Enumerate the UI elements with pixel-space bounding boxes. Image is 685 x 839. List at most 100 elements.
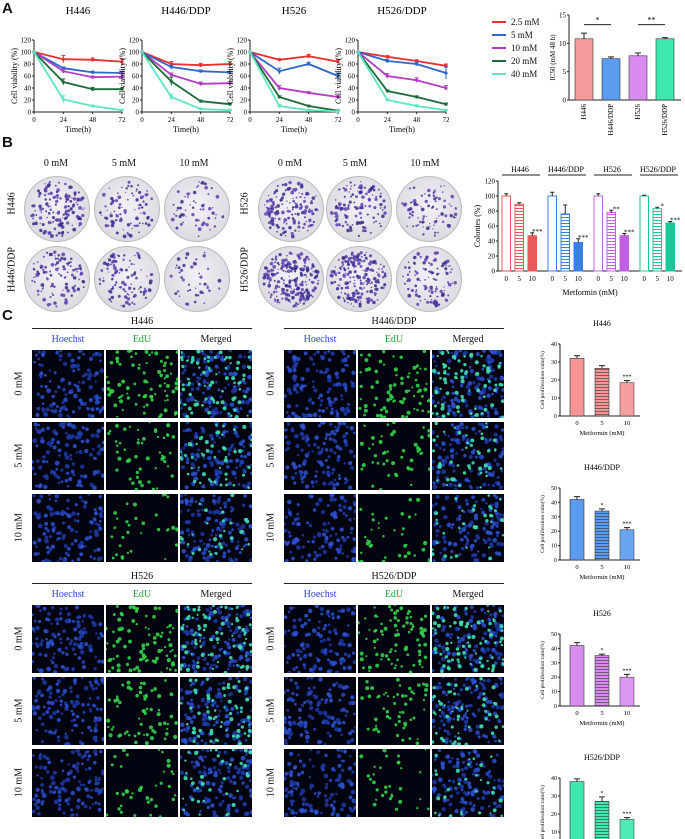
hoechst-nucleus: [296, 453, 300, 457]
colony: [377, 273, 380, 277]
colony-bar: [652, 208, 662, 272]
colony: [123, 295, 128, 299]
colony: [429, 295, 432, 298]
hoechst-nucleus: [249, 558, 252, 562]
colony: [197, 235, 200, 237]
hoechst-nucleus: [501, 513, 504, 517]
hoechst-nucleus: [235, 522, 240, 527]
colony: [128, 303, 131, 306]
edu-nucleus: [410, 483, 413, 487]
data-point: [385, 89, 389, 93]
hoechst-nucleus: [456, 399, 461, 403]
hoechst-nucleus: [335, 444, 340, 449]
hoechst-nucleus: [44, 535, 49, 540]
data-point: [248, 50, 252, 54]
hoechst-nucleus: [341, 551, 345, 555]
hoechst-nucleus: [52, 445, 57, 450]
hoechst-nucleus: [95, 396, 99, 401]
edu-nucleus: [145, 642, 150, 647]
colony: [35, 214, 38, 216]
data-point: [307, 104, 311, 108]
edu-nucleus: [371, 484, 375, 488]
colony: [312, 271, 314, 273]
colony: [439, 289, 443, 294]
colony: [36, 261, 39, 263]
hoechst-nucleus: [485, 501, 488, 505]
colony: [63, 205, 68, 209]
hoechst-nucleus: [62, 629, 67, 633]
colony: [133, 224, 135, 227]
hoechst-nucleus: [432, 459, 435, 464]
edu-nucleus: [118, 700, 122, 705]
colony: [349, 187, 352, 190]
hoechst-nucleus: [92, 703, 96, 708]
colony: [425, 226, 430, 231]
colony: [57, 218, 62, 222]
colony: [310, 201, 314, 205]
hoechst-nucleus: [333, 432, 337, 436]
colony: [303, 264, 306, 268]
colony: [357, 190, 359, 192]
colony: [401, 202, 404, 205]
edu-nucleus: [187, 406, 192, 411]
edu-nucleus: [382, 350, 386, 354]
edu-nucleus: [237, 381, 241, 385]
edu-nucleus: [197, 609, 200, 612]
hoechst-nucleus: [56, 440, 61, 445]
hoechst-nucleus: [344, 481, 348, 485]
colony: [46, 251, 49, 254]
colony: [191, 206, 195, 209]
hoechst-nucleus: [51, 401, 56, 406]
edu-nucleus: [164, 399, 167, 402]
hoechst-nucleus: [286, 440, 291, 446]
colony: [292, 218, 296, 223]
hoechst-nucleus: [101, 787, 104, 791]
y-tick-label: 120: [129, 37, 140, 45]
edu-nucleus: [492, 438, 497, 443]
cell-nuclei: [180, 677, 252, 745]
colony: [302, 199, 307, 203]
hoechst-nucleus: [324, 539, 329, 544]
hoechst-nucleus: [333, 451, 337, 455]
hoechst-nucleus: [88, 615, 91, 618]
series-line-40mM: [141, 51, 231, 112]
colony: [377, 213, 380, 216]
colony: [308, 278, 311, 281]
colony: [118, 203, 122, 206]
hoechst-nucleus: [464, 524, 468, 528]
cell-nuclei: [180, 494, 252, 562]
edu-nucleus: [364, 535, 367, 539]
hoechst-nucleus: [32, 704, 35, 709]
colony: [424, 298, 426, 301]
hoechst-nucleus: [432, 484, 438, 490]
edu-nucleus: [106, 375, 108, 378]
edu-nucleus: [440, 351, 445, 356]
hoechst-nucleus: [98, 396, 102, 400]
edu-nucleus: [196, 661, 200, 664]
colony: [126, 275, 130, 279]
colony: [424, 286, 428, 290]
hoechst-nucleus: [53, 408, 58, 414]
hoechst-nucleus: [180, 494, 184, 498]
hoechst-nucleus: [53, 799, 59, 805]
colony: [342, 297, 345, 299]
hoechst-nucleus: [327, 350, 331, 353]
colony: [50, 262, 55, 267]
stain-header: EdU: [384, 334, 404, 345]
edu-nucleus: [243, 631, 247, 635]
colony: [294, 280, 298, 284]
colony: [434, 259, 437, 262]
edu-nucleus: [240, 725, 244, 729]
hoechst-nucleus: [200, 497, 205, 503]
edu-nucleus: [432, 368, 437, 373]
edu-nucleus: [409, 458, 414, 463]
hoechst-nucleus: [200, 531, 205, 537]
colony: [372, 185, 376, 188]
edu-nucleus: [197, 711, 201, 716]
sig-mark: ***: [624, 229, 635, 237]
hoechst-nucleus: [214, 694, 220, 699]
edu-nucleus: [220, 621, 225, 626]
colony: [282, 282, 285, 285]
colony: [304, 273, 307, 277]
legend-label: 10 mM: [511, 42, 538, 53]
